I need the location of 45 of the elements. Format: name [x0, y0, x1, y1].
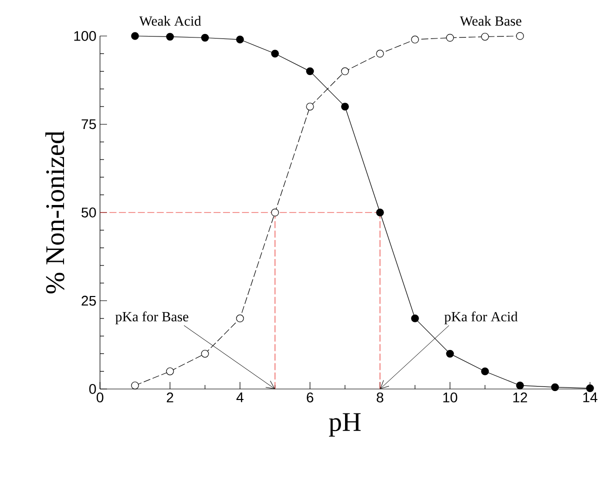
- x-tick-label: 10: [443, 392, 458, 402]
- x-tick-label: 0: [96, 392, 104, 402]
- point: [341, 67, 349, 76]
- point: [446, 350, 454, 358]
- point: [411, 36, 419, 44]
- point: [446, 34, 454, 42]
- point: [166, 367, 174, 376]
- point: [306, 67, 314, 76]
- y-tick-label: 100: [74, 31, 96, 41]
- point: [271, 208, 279, 216]
- point: [201, 34, 209, 42]
- x-tick-label: 12: [513, 392, 528, 402]
- y-tick-label: 50: [82, 208, 96, 218]
- point: [236, 36, 244, 44]
- y-tick-label: 75: [82, 119, 96, 130]
- y-tick-label: 25: [82, 296, 96, 306]
- y-tick-label: 0: [89, 384, 96, 394]
- y-axis-title: % Non-ionized: [45, 131, 64, 294]
- point: [481, 32, 489, 41]
- annotation: pKa for Acid: [444, 311, 518, 324]
- point: [236, 314, 244, 322]
- point: [586, 384, 594, 392]
- point: [551, 383, 559, 392]
- series-label: Weak Acid: [139, 16, 202, 26]
- x-tick-label: 4: [236, 392, 244, 402]
- point: [201, 350, 209, 358]
- point: [341, 102, 349, 110]
- annotation: pKa for Base: [115, 311, 188, 324]
- x-tick-label: 2: [166, 392, 174, 402]
- point: [271, 50, 279, 58]
- point: [481, 367, 489, 376]
- point: [376, 208, 384, 216]
- point: [306, 102, 314, 110]
- x-tick-label: 8: [376, 392, 384, 402]
- point: [411, 314, 419, 322]
- series-label: Weak Base: [460, 16, 522, 26]
- point: [131, 382, 139, 390]
- point: [166, 32, 174, 41]
- point: [376, 50, 384, 58]
- point: [516, 32, 524, 40]
- x-tick-label: 14: [583, 392, 598, 402]
- x-tick-label: 6: [306, 392, 314, 402]
- point: [516, 382, 524, 390]
- x-axis-title: pH: [329, 413, 361, 437]
- point: [131, 32, 139, 40]
